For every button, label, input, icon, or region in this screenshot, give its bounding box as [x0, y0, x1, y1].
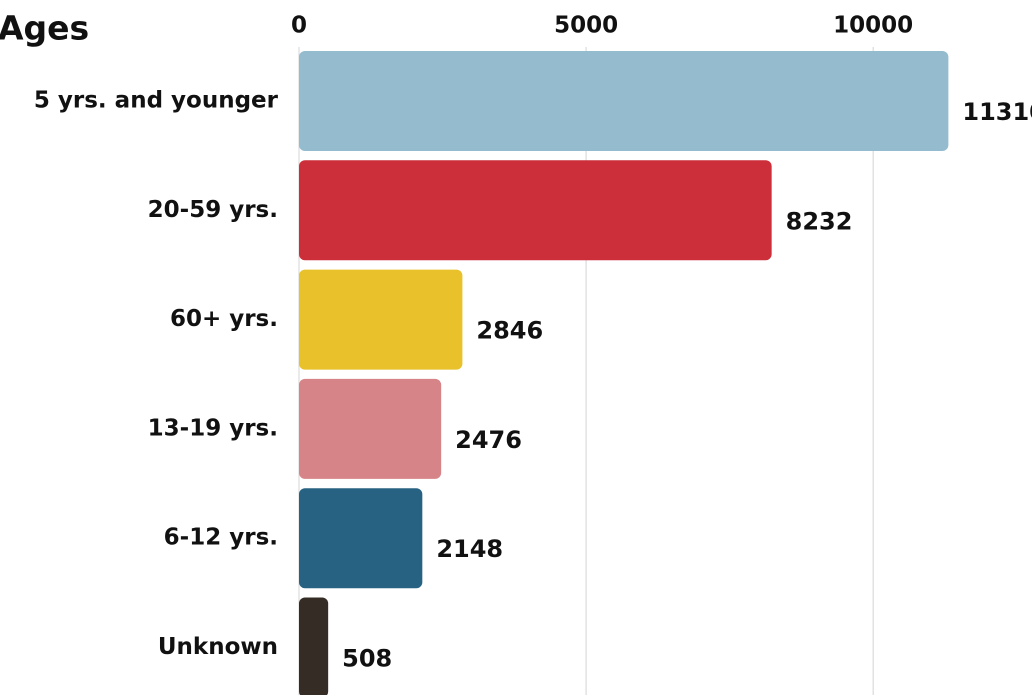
bar — [299, 488, 423, 589]
value-label: 11310 — [962, 98, 1032, 126]
value-label: 2476 — [455, 426, 522, 454]
value-label: 2148 — [436, 535, 503, 563]
bar — [299, 51, 949, 151]
chart-title: Ages — [0, 9, 89, 48]
value-label: 8232 — [786, 207, 853, 235]
y-tick-label: 13-19 yrs. — [148, 415, 278, 441]
bar — [299, 160, 772, 261]
x-tick-label: 5000 — [554, 13, 618, 39]
x-tick-label: 10000 — [833, 13, 913, 39]
y-tick-label: 60+ yrs. — [170, 306, 278, 332]
value-label: 508 — [342, 645, 392, 673]
y-tick-label: 6-12 yrs. — [164, 525, 278, 551]
y-tick-label: 20-59 yrs. — [148, 197, 278, 223]
bar — [299, 269, 463, 370]
bar — [299, 378, 442, 479]
bar — [299, 597, 329, 695]
y-tick-label: Unknown — [158, 634, 278, 660]
y-tick-label: 5 yrs. and younger — [34, 88, 279, 114]
value-label: 2846 — [476, 317, 543, 345]
x-tick-label: 0 — [291, 13, 307, 39]
